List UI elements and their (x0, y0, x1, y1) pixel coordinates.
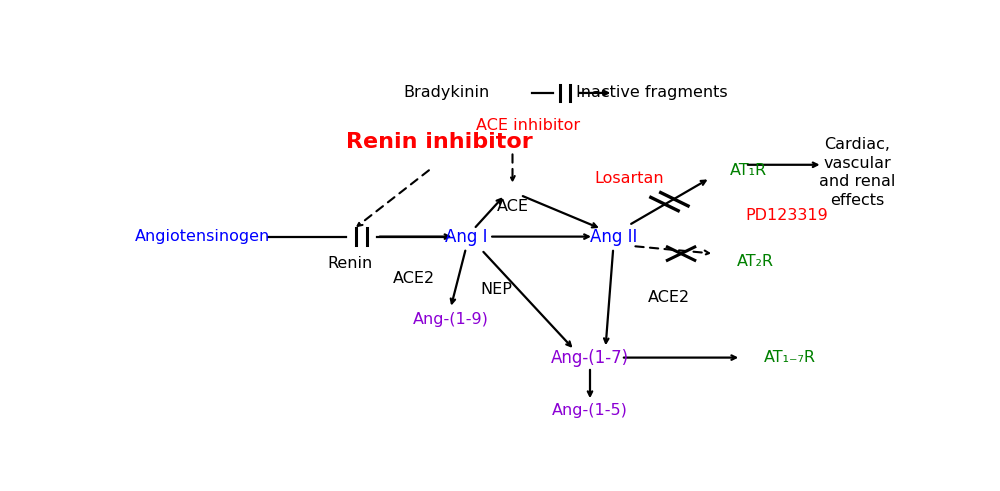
Text: AT₁₋₇R: AT₁₋₇R (764, 350, 816, 365)
Text: Ang I: Ang I (445, 228, 487, 246)
Text: Renin: Renin (327, 256, 372, 271)
Text: Ang-(1-5): Ang-(1-5) (552, 403, 628, 418)
Text: Inactive fragments: Inactive fragments (576, 85, 728, 101)
Text: Ang-(1-7): Ang-(1-7) (551, 349, 629, 367)
Text: Losartan: Losartan (594, 170, 664, 186)
Text: Angiotensinogen: Angiotensinogen (135, 229, 270, 244)
Text: ACE2: ACE2 (648, 290, 690, 304)
Text: PD123319: PD123319 (745, 208, 828, 223)
Text: Ang-(1-9): Ang-(1-9) (413, 312, 488, 327)
Text: Renin inhibitor: Renin inhibitor (346, 132, 532, 152)
Text: Ang II: Ang II (590, 228, 637, 246)
Text: ACE2: ACE2 (393, 271, 435, 286)
Text: NEP: NEP (481, 282, 512, 297)
Text: AT₂R: AT₂R (737, 254, 774, 269)
Text: ACE: ACE (496, 199, 528, 214)
Text: Bradykinin: Bradykinin (403, 85, 489, 101)
Text: ACE inhibitor: ACE inhibitor (476, 117, 580, 133)
Text: Cardiac,
vascular
and renal
effects: Cardiac, vascular and renal effects (819, 137, 896, 208)
Text: AT₁R: AT₁R (730, 163, 767, 178)
